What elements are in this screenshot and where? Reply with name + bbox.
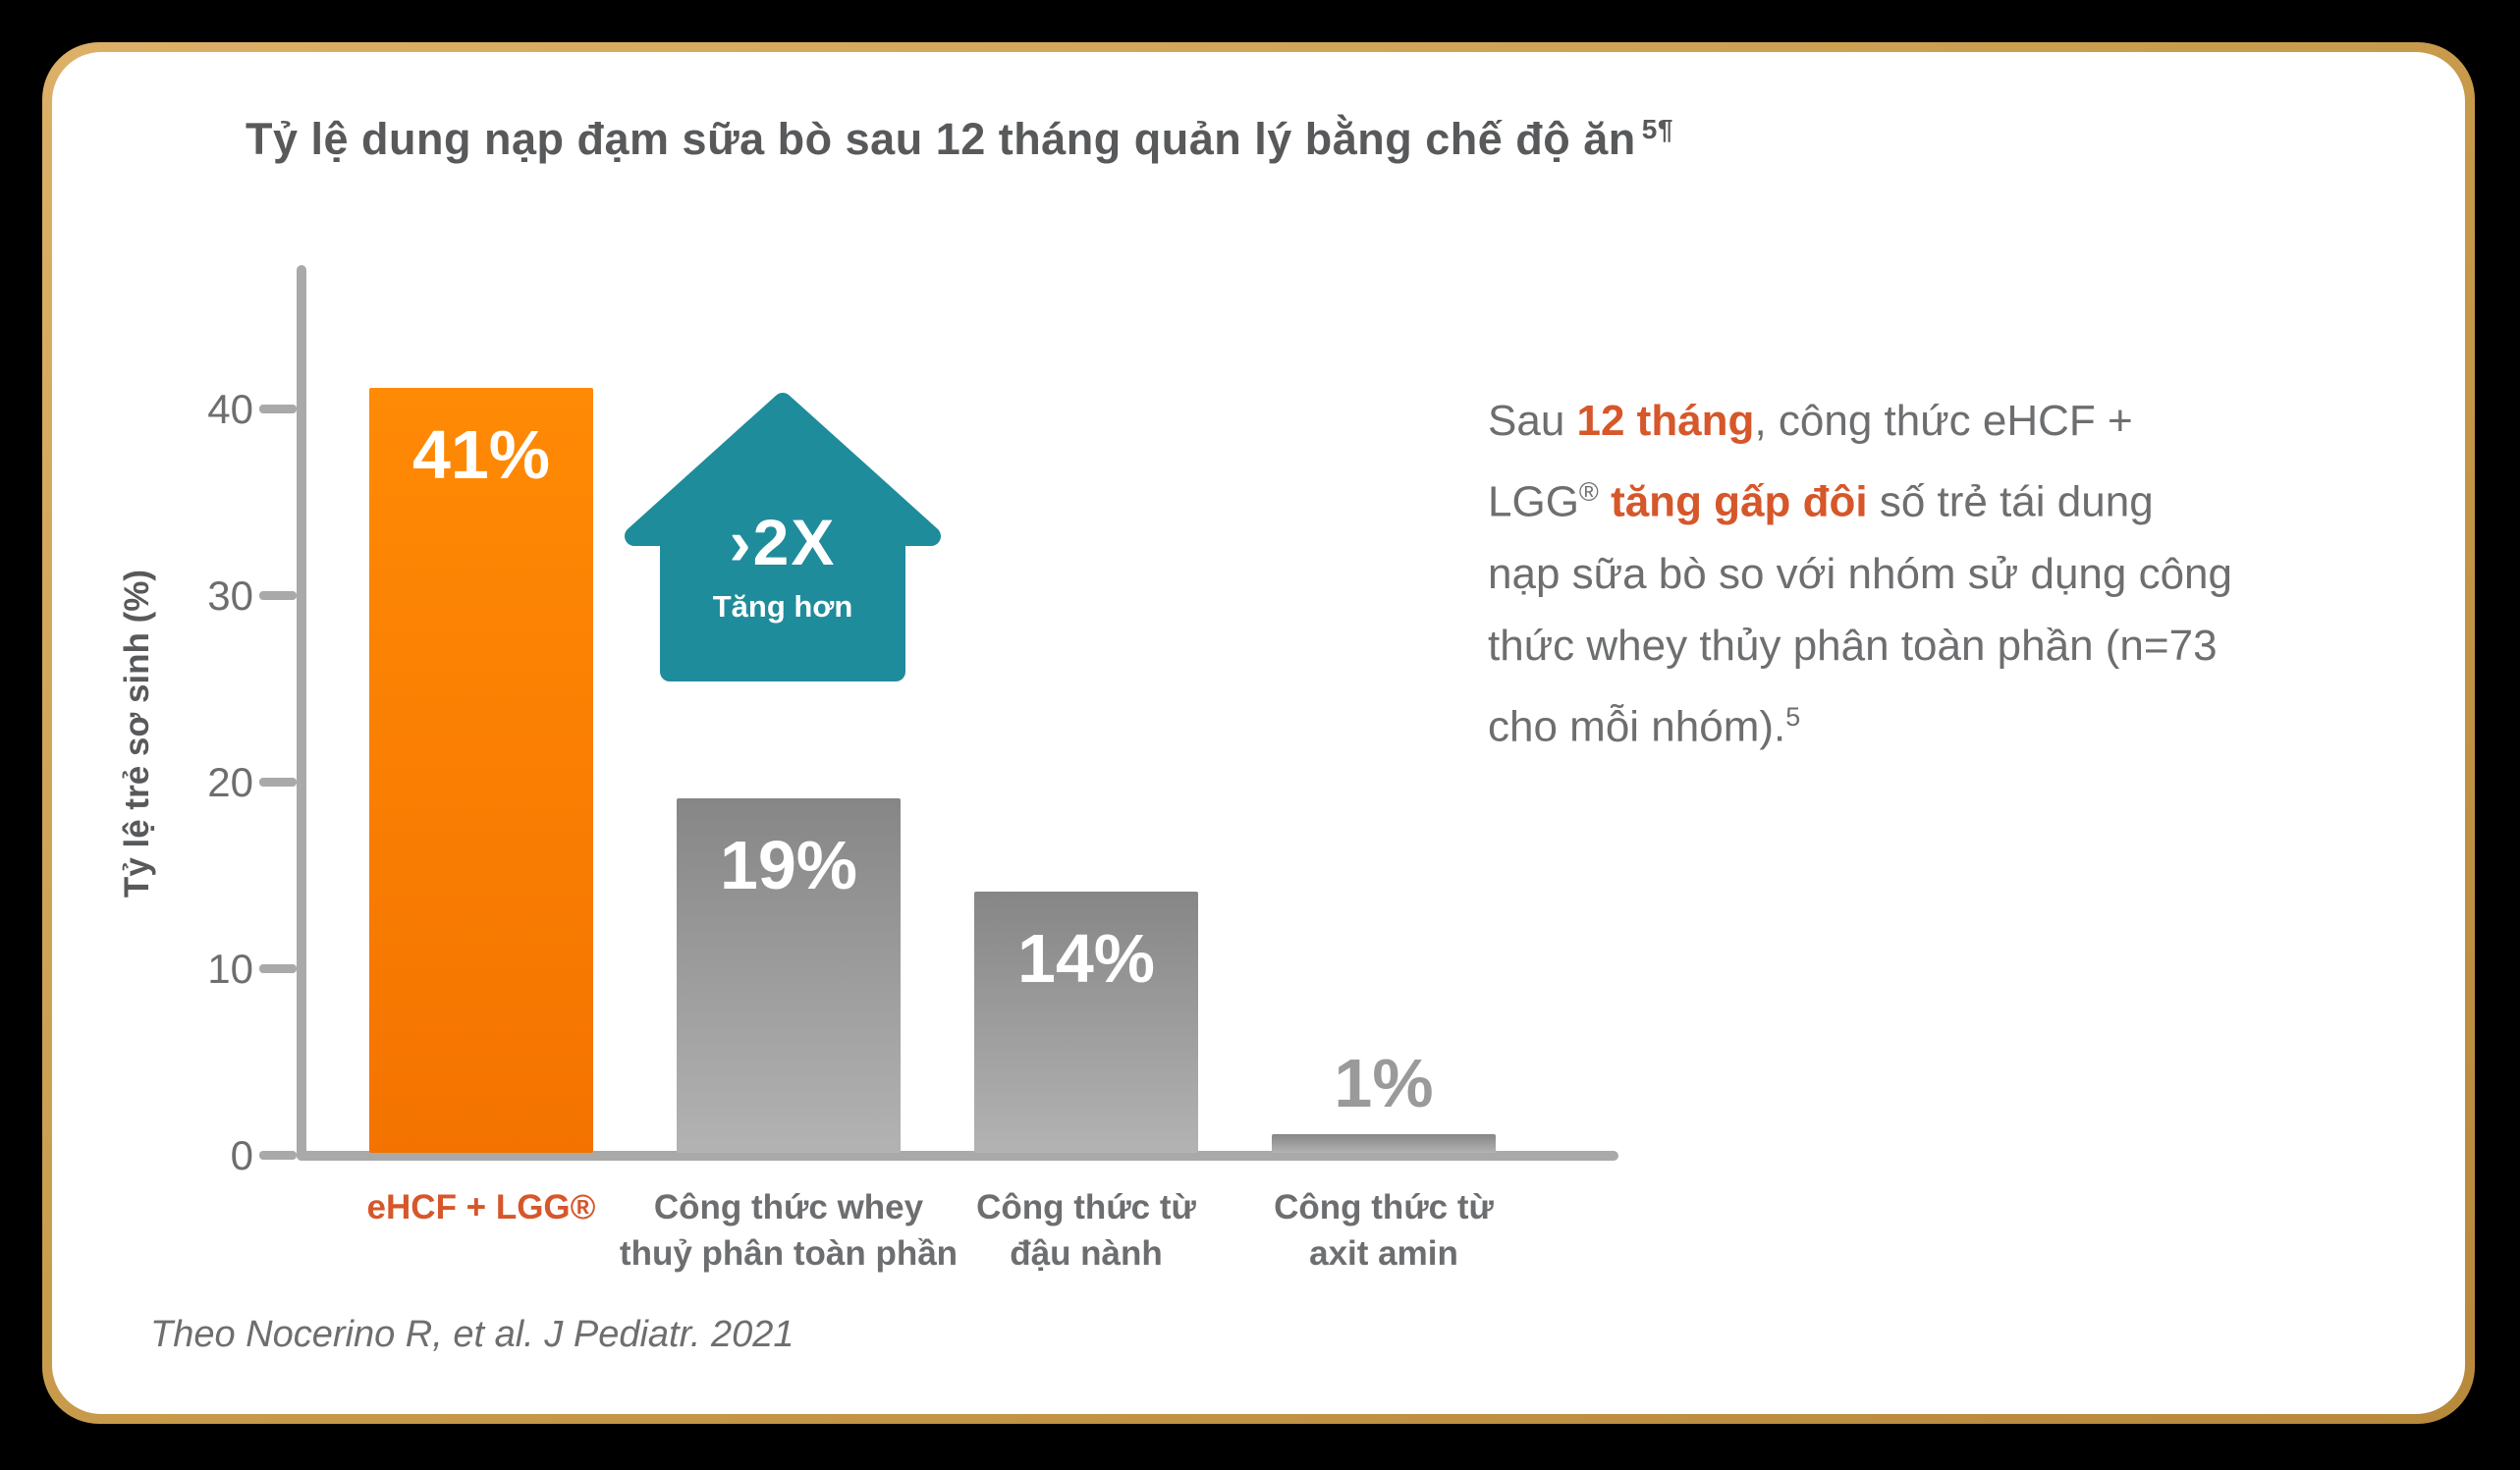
annotation-segment [1599, 478, 1611, 526]
y-axis-tick-mark [259, 964, 297, 973]
y-axis-tick-label: 20 [207, 759, 253, 805]
annotation-segment: 5 [1785, 701, 1801, 732]
x-axis-line [297, 1151, 1618, 1161]
annotation-segment: số trẻ tái dung nạp sữa bò so với nhóm s… [1488, 477, 2232, 751]
y-axis-tick-label: 0 [230, 1132, 253, 1178]
y-axis-tick-mark [259, 405, 297, 413]
annotation-segment: , công thức eHCF + LGG [1488, 397, 2133, 526]
y-axis-tick-mark [259, 591, 297, 600]
bar-category-label-ehcf-lgg: eHCF + LGG® [366, 1188, 596, 1226]
y-axis-line [297, 265, 306, 1161]
bar-value-label-whey: 19% [719, 827, 858, 903]
up-arrow-icon [625, 393, 941, 681]
page-title-text: Tỷ lệ dung nạp đạm sữa bò sau 12 tháng q… [246, 114, 1636, 164]
y-axis-title: Tỷ lệ trẻ sơ sinh (%) [118, 569, 156, 898]
annotation-segment: tăng gấp đôi [1611, 477, 1868, 526]
page-title: Tỷ lệ dung nạp đạm sữa bò sau 12 tháng q… [246, 114, 1915, 165]
up-arrow-outline [625, 393, 941, 681]
y-axis-tick-label: 30 [207, 572, 253, 619]
annotation-text: Sau 12 tháng, công thức eHCF + LGG® tăng… [1488, 385, 2234, 762]
bar-category-label-amino-acid: Công thức từ axit amin [1274, 1188, 1494, 1274]
y-axis-tick-label: 10 [207, 946, 253, 992]
citation-text: Theo Nocerino R, et al. J Pediatr. 2021 [150, 1314, 794, 1355]
y-axis-tick-label: 40 [207, 386, 253, 432]
y-axis-tick-mark [259, 778, 297, 787]
annotation-segment: 12 tháng [1576, 397, 1755, 445]
bar-value-label-amino-acid: 1% [1334, 1045, 1434, 1121]
bar-category-label-soy: Công thức từ đậu nành [976, 1188, 1196, 1274]
annotation-segment: Sau [1488, 397, 1577, 445]
gold-border-frame [42, 42, 2475, 1424]
y-axis-tick-mark [259, 1151, 297, 1160]
title-superscript: 5¶ [1641, 114, 1673, 144]
annotation-segment: ® [1578, 477, 1599, 507]
increase-arrow-badge: ›2X Tăng hơn [625, 391, 941, 683]
bar-soy: 14% [974, 892, 1198, 1153]
bar-ehcf-lgg: 41% [369, 388, 593, 1153]
bar-category-label-whey: Công thức whey thuỷ phân toàn phần [619, 1188, 959, 1274]
bar-value-label-soy: 14% [1016, 920, 1156, 997]
arrow-multiplier-label: ›2X [729, 506, 837, 578]
bar-amino-acid [1272, 1134, 1496, 1153]
bar-value-label-ehcf-lgg: 41% [411, 416, 551, 493]
bar-whey: 19% [677, 798, 901, 1153]
arrow-caption-label: Tăng hơn [712, 589, 853, 624]
